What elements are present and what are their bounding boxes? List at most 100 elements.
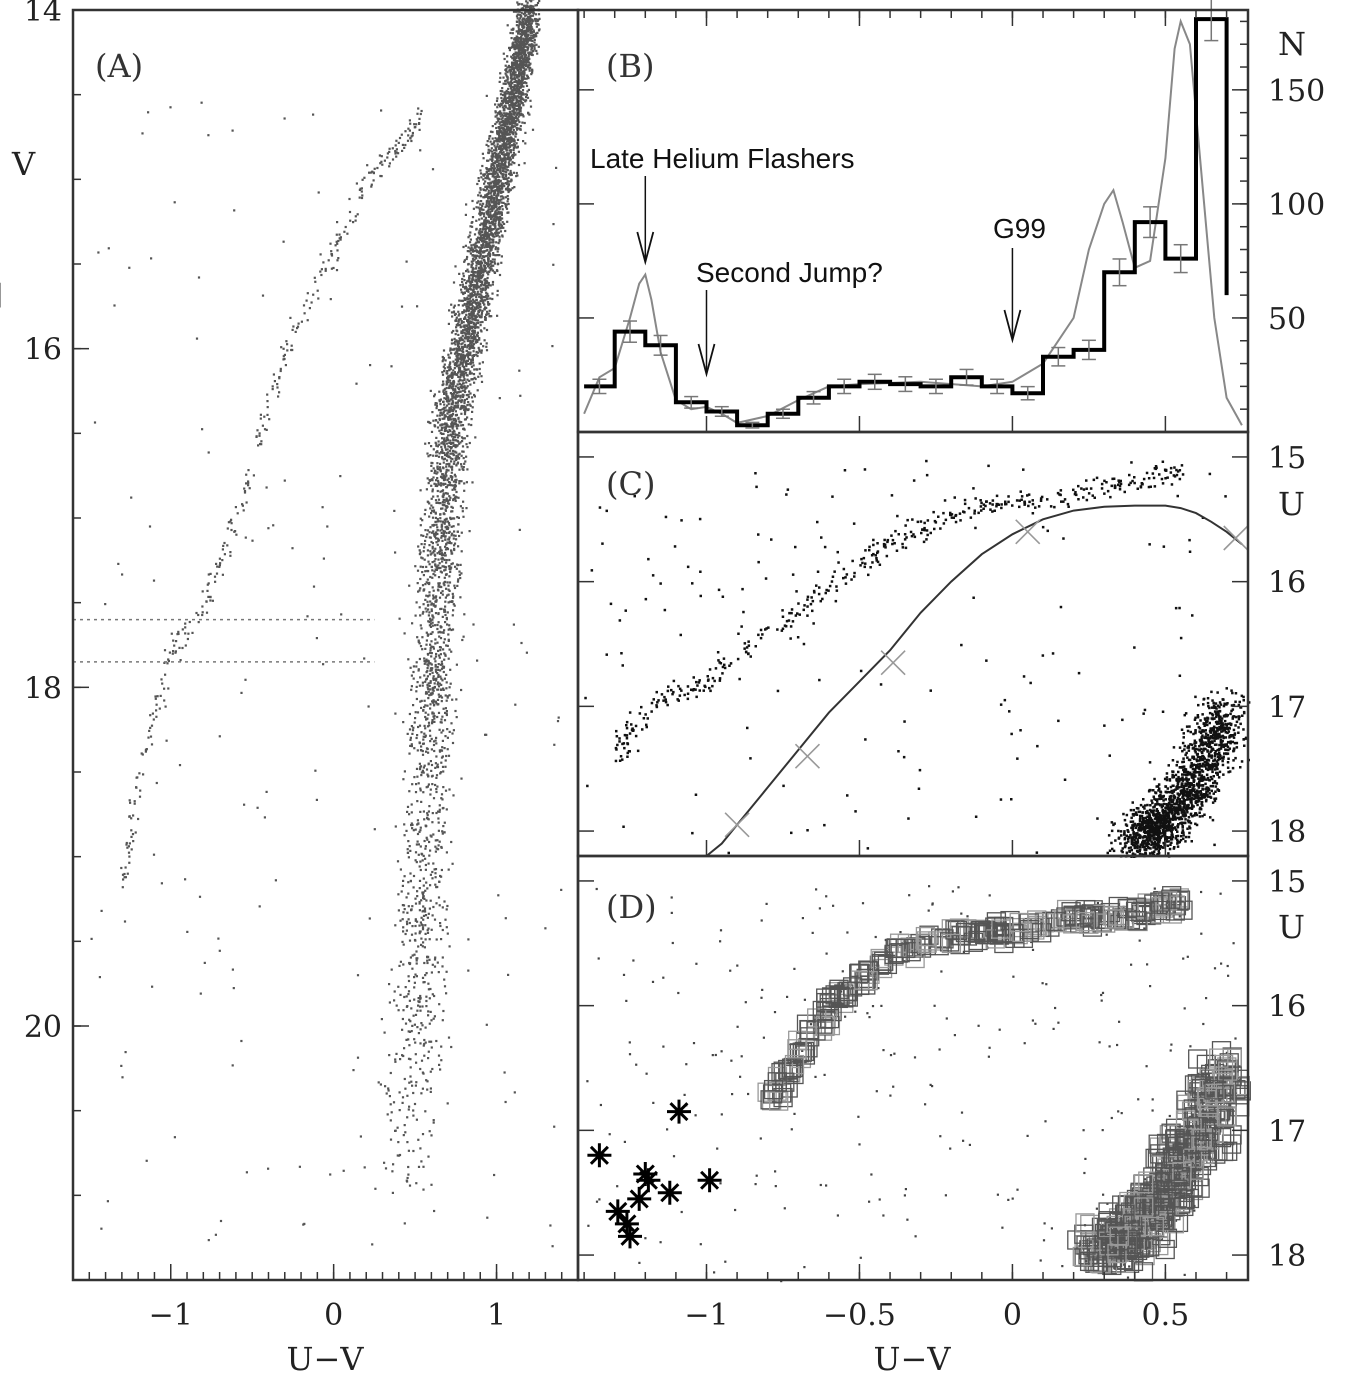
panel-a-point [426, 1088, 429, 1091]
panel-a-point [428, 582, 431, 586]
panel-a-point [428, 1022, 431, 1025]
panel-a-point [494, 248, 497, 251]
panel-a-point [488, 255, 491, 258]
panel-a-point [435, 1039, 438, 1043]
panel-a-point [461, 399, 464, 402]
panel-a-point [512, 67, 515, 70]
panel-a-point [506, 81, 509, 84]
panel-a-point [428, 594, 431, 597]
panel-a-point [472, 243, 475, 246]
panel-a-point [510, 144, 513, 147]
panel-a-point [500, 112, 503, 115]
panel-a-point [447, 601, 450, 604]
panel-a-point [442, 357, 445, 360]
panel-a-point [511, 106, 514, 109]
panel-a-point [455, 716, 458, 719]
panel-a-point [445, 459, 449, 462]
panel-a-point [491, 137, 494, 140]
panel-a-point [436, 465, 439, 468]
panel-a-point [503, 131, 506, 134]
panel-a-point [491, 159, 494, 163]
panel-a-point [482, 196, 485, 199]
panel-a-point [483, 260, 486, 263]
panel-a-point [496, 167, 499, 170]
panel-a-point [456, 584, 459, 587]
panel-a-point [488, 135, 491, 138]
panel-a-point [398, 1091, 401, 1094]
panel-a-point [440, 700, 443, 703]
panel-a-point [485, 143, 488, 146]
panel-a-point [426, 686, 429, 689]
panel-a-point [433, 657, 436, 660]
panel-a-point [443, 821, 446, 824]
panel-a-point [444, 508, 447, 511]
panel-a-point [413, 1023, 416, 1026]
panel-a-point [437, 848, 440, 851]
panel-a-point [424, 938, 427, 941]
panel-a-point [442, 458, 445, 461]
panel-a-point [424, 889, 427, 892]
panel-a-point [511, 104, 514, 107]
panel-a-point [441, 437, 444, 440]
panel-a-point [459, 441, 462, 444]
panel-a-point [477, 326, 480, 329]
panel-a-point [486, 254, 489, 257]
panel-a-point [499, 146, 502, 150]
panel-a-point [467, 297, 470, 300]
panel-a-point [442, 461, 445, 464]
panel-a-point [434, 469, 437, 472]
panel-a-point [525, 61, 528, 64]
panel-a-point [429, 873, 432, 876]
panel-a-point [413, 998, 416, 1001]
panel-a-point [428, 531, 431, 534]
panel-a-point [458, 378, 461, 381]
panel-a-point [469, 392, 472, 395]
panel-a-point [494, 231, 497, 235]
panel-a-point [439, 922, 442, 925]
panel-a-point [460, 550, 463, 553]
panel-a-point [443, 551, 447, 555]
panel-a-point [432, 686, 435, 689]
panel-a-point [452, 389, 455, 392]
panel-a-point [529, 99, 532, 102]
panel-a-point [477, 314, 480, 317]
panel-a-point [476, 201, 479, 204]
panel-a-point [405, 920, 409, 923]
panel-a-point [487, 286, 490, 289]
panel-a-point [486, 159, 489, 162]
panel-a-point [442, 687, 445, 690]
panel-a-point [417, 1004, 420, 1007]
panel-a-point [447, 526, 450, 529]
panel-a-point [438, 804, 441, 807]
panel-a-point [427, 690, 430, 693]
panel-a-point [481, 152, 484, 155]
panel-a-point [465, 481, 468, 484]
panel-a-point [475, 319, 478, 322]
panel-a-point [493, 176, 496, 179]
panel-a-point [527, 15, 530, 18]
panel-a-point [501, 172, 504, 176]
panel-a-point [445, 485, 448, 489]
panel-a-point [483, 215, 486, 218]
panel-a-point [506, 152, 509, 155]
panel-a-point [443, 522, 446, 525]
panel-a-point [439, 462, 442, 465]
panel-a-point [408, 1184, 412, 1187]
panel-a-point [483, 268, 486, 271]
panel-a-point [421, 648, 424, 651]
panel-a-point [486, 140, 489, 143]
panel-a-point [473, 347, 476, 350]
panel-a-point [435, 501, 438, 504]
panel-a-point [514, 144, 517, 147]
panel-a-point [463, 377, 466, 381]
panel-a-point [484, 180, 487, 183]
panel-a-point [490, 228, 493, 231]
panel-a-point [443, 477, 446, 480]
panel-a-point [415, 767, 419, 770]
panel-a-point [481, 257, 484, 260]
panel-a-point [454, 343, 457, 346]
panel-a-point [524, 142, 527, 145]
panel-a-point [441, 456, 444, 459]
panel-a-point [477, 310, 481, 313]
panel-a-point [403, 1047, 406, 1050]
